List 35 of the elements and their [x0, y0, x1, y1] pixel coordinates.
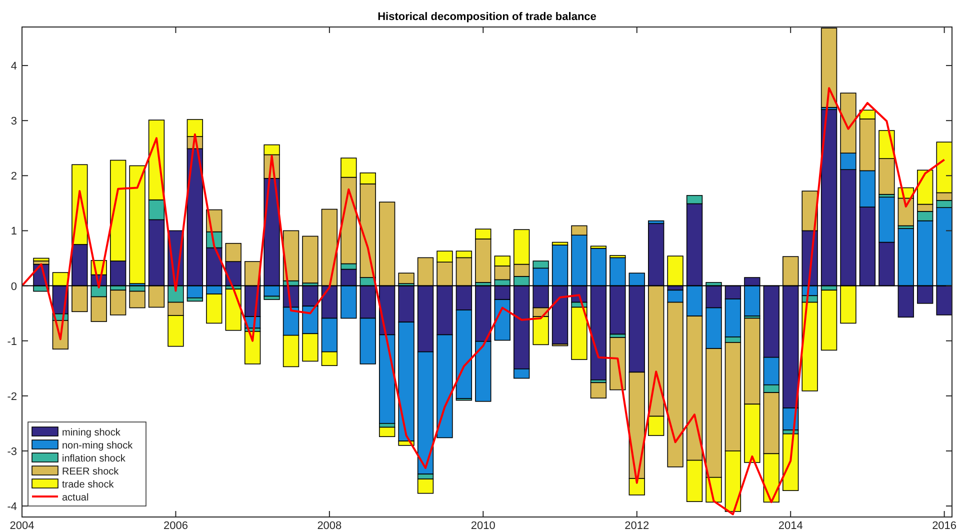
y-tick-label: 1 — [10, 226, 17, 238]
x-tick-label: 2010 — [470, 520, 496, 532]
x-tick-label: 2004 — [10, 520, 34, 532]
legend-label: trade shock — [62, 480, 115, 490]
x-tick-label: 2008 — [317, 520, 342, 532]
y-tick-label: 3 — [10, 116, 17, 128]
y-tick-label: -4 — [7, 500, 17, 513]
y-tick-label: -1 — [7, 336, 17, 348]
x-tick-label: 2016 — [932, 520, 957, 532]
legend-label: non-ming shock — [62, 440, 134, 452]
bar — [225, 288, 242, 331]
bar — [378, 426, 396, 438]
legend-label: actual — [62, 492, 89, 504]
x-tick-label: 2014 — [778, 520, 803, 532]
x-tick-label: 2012 — [624, 520, 650, 532]
legend-label: inflation shock — [62, 454, 126, 464]
bar — [302, 236, 318, 284]
y-tick-label: 4 — [10, 60, 17, 73]
bar — [244, 331, 261, 364]
y-tick-label: -2 — [7, 390, 17, 403]
bar — [590, 382, 607, 398]
bar — [33, 258, 50, 262]
y-tick-label: -3 — [7, 446, 17, 458]
y-tick-label: 2 — [10, 170, 17, 183]
legend-label: REER shock — [62, 466, 120, 478]
bar — [820, 28, 838, 108]
x-tick-label: 2006 — [163, 520, 188, 532]
y-tick-label: 0 — [10, 280, 17, 293]
bar — [820, 290, 838, 351]
bar — [110, 290, 126, 316]
legend-label: mining shock — [62, 428, 122, 438]
chart-title: Historical decomposition of trade balance — [378, 11, 596, 23]
line-series — [22, 87, 946, 516]
bar — [282, 230, 300, 282]
bar — [129, 290, 146, 308]
